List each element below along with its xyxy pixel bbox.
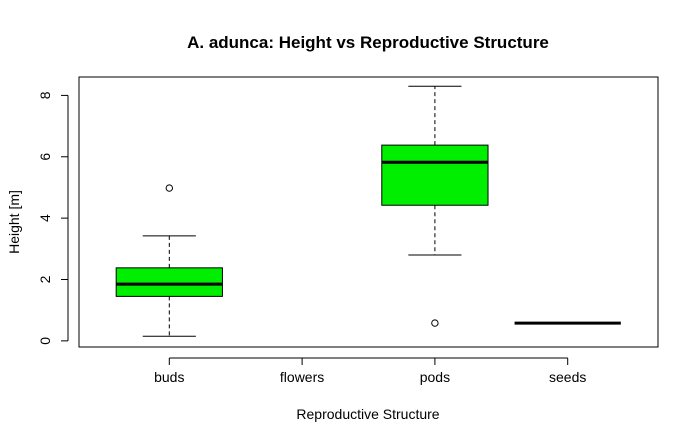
box-iqr [115,267,223,297]
x-tick-label: buds [154,369,184,385]
y-tick-label: 2 [37,275,53,283]
y-tick-label: 6 [37,153,53,161]
y-tick-label: 0 [37,337,53,345]
plot-frame [78,76,659,348]
y-axis-label: Height [m] [6,190,22,254]
x-axis: buds flowers pods seeds [154,357,586,385]
x-tick-label: flowers [280,369,324,385]
y-tick-label: 8 [37,91,53,99]
outlier-point [165,184,174,192]
chart-title: A. adunca: Height vs Reproductive Struct… [187,33,549,52]
boxes [115,85,621,337]
x-tick-label: seeds [549,369,586,385]
box-pods [381,85,489,327]
outlier-point [431,319,439,327]
x-axis-label: Reproductive Structure [296,406,439,422]
y-axis: 0 2 4 6 8 [37,91,69,345]
box-iqr [381,144,489,206]
x-tick-label: pods [420,369,450,385]
y-tick-label: 4 [37,214,53,222]
box-buds [115,184,223,337]
